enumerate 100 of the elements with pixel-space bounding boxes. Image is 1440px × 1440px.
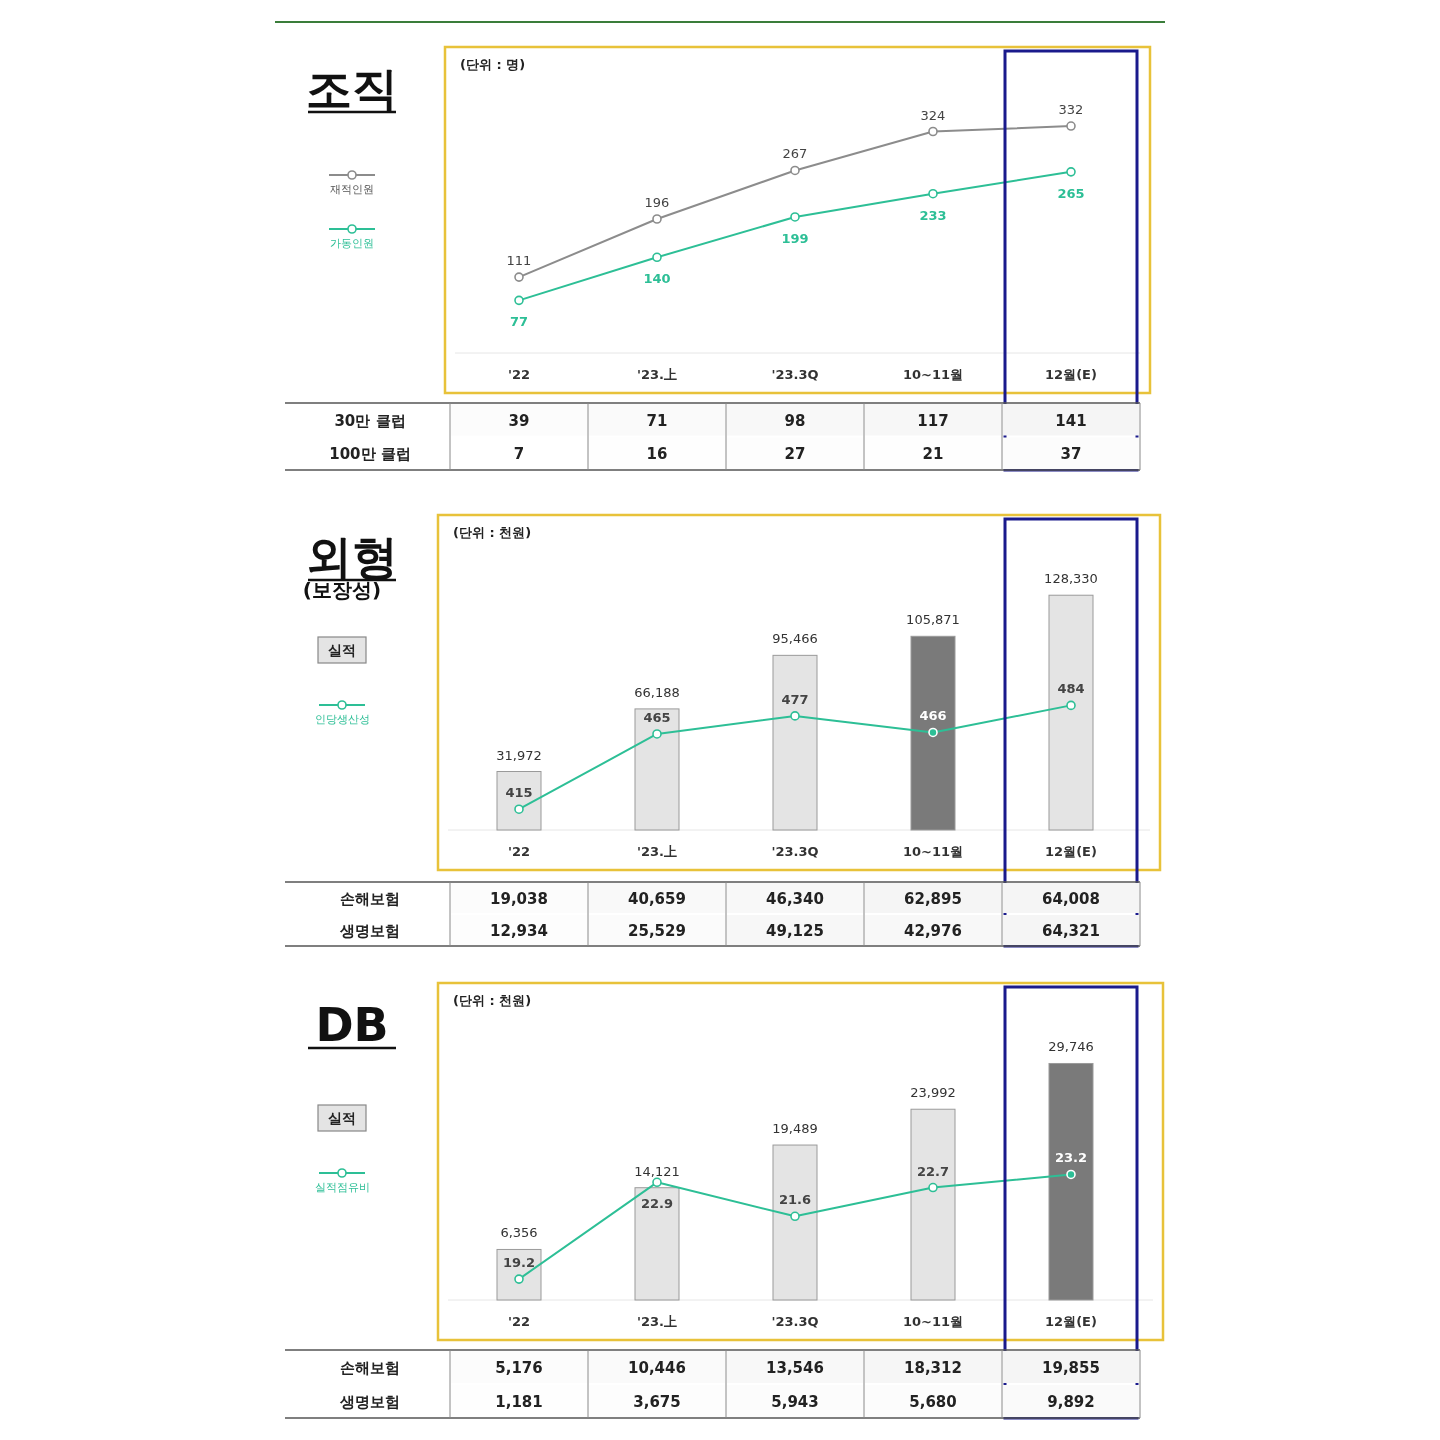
x-tick-label: '23.3Q — [771, 367, 819, 382]
data-label: 23.2 — [1054, 1150, 1088, 1166]
x-tick-label: '23.上 — [636, 367, 678, 382]
data-label: 477 — [781, 691, 809, 707]
point — [790, 1211, 800, 1222]
data-label: 415 — [505, 785, 533, 801]
data-label: 18,312 — [904, 1359, 962, 1377]
text: (단위 : 천원) — [453, 993, 532, 1008]
data-label: 10,446 — [628, 1359, 686, 1377]
data-label: 105,871 — [906, 612, 960, 628]
data-label: 5,680 — [909, 1393, 957, 1411]
chart-subtitle: (보장성) — [302, 578, 382, 602]
data-label: 22.9 — [640, 1196, 674, 1212]
bar — [910, 635, 956, 831]
data-label: 12,934 — [490, 922, 548, 940]
data-label: 66,188 — [634, 684, 680, 700]
data-label: 199 — [781, 230, 809, 246]
data-label: 3,675 — [633, 1393, 681, 1411]
data-label: 19,038 — [490, 890, 548, 908]
y-tick-label: 손해보험 — [340, 1359, 400, 1377]
data-label: 466 — [919, 708, 947, 724]
chart-title: 조직 — [306, 62, 398, 116]
data-label: 46,340 — [766, 890, 824, 908]
point — [514, 1274, 524, 1284]
x-tick-label: '23.上 — [636, 844, 678, 859]
data-label: 19,489 — [772, 1121, 818, 1137]
point — [514, 295, 524, 306]
point — [928, 188, 938, 199]
data-label: 25,529 — [628, 922, 686, 940]
data-label: 23,992 — [910, 1085, 956, 1101]
data-label: 29,746 — [1048, 1039, 1094, 1055]
text: 실적 — [328, 642, 356, 658]
data-label: 62,895 — [904, 890, 962, 908]
data-label: 6,356 — [500, 1225, 538, 1241]
point — [928, 727, 938, 738]
data-label: 196 — [644, 195, 670, 211]
data-label: 1,181 — [495, 1393, 543, 1411]
point — [652, 729, 662, 739]
data-label: 31,972 — [496, 747, 542, 763]
text: (단위 : 명) — [460, 57, 526, 72]
data-label: 19.2 — [502, 1255, 536, 1271]
data-label: 95,466 — [772, 631, 818, 647]
data-label: 484 — [1057, 681, 1085, 697]
data-label: 49,125 — [766, 922, 824, 940]
data-label: 27 — [784, 445, 806, 464]
point — [652, 252, 662, 263]
data-label: 64,008 — [1042, 890, 1100, 908]
legend-label: 가동인원 — [330, 237, 374, 250]
data-label: 128,330 — [1044, 571, 1098, 587]
data-label: 77 — [509, 314, 529, 330]
data-label: 140 — [643, 271, 671, 287]
y-tick-label: 생명보험 — [339, 1393, 400, 1411]
x-tick-label: '23.3Q — [771, 844, 819, 859]
data-label: 21.6 — [778, 1192, 812, 1208]
data-label: 64,321 — [1042, 922, 1100, 940]
data-label: 324 — [920, 107, 946, 123]
y-tick-label: 100만 클럽 — [329, 445, 411, 464]
point — [1066, 700, 1076, 711]
data-label: 14,121 — [634, 1163, 680, 1179]
data-label: 9,892 — [1047, 1393, 1095, 1411]
point — [652, 214, 662, 224]
data-label: 267 — [782, 146, 808, 162]
point — [1066, 167, 1076, 177]
data-label: 71 — [646, 411, 668, 430]
x-tick-label: 10~11월 — [902, 1314, 964, 1329]
text: (단위 : 천원) — [453, 525, 532, 540]
data-label: 7 — [513, 445, 525, 464]
x-tick-label: 12월(E) — [1045, 367, 1097, 382]
data-label: 42,976 — [904, 922, 962, 940]
chart-title: DB — [315, 998, 389, 1052]
y-tick-label: 30만 클럽 — [334, 411, 406, 430]
legend-label: 재적인원 — [330, 183, 374, 196]
x-tick-label: '23.上 — [636, 1314, 678, 1329]
data-label: 21 — [922, 445, 944, 464]
data-label: 265 — [1057, 185, 1085, 201]
point — [514, 272, 524, 282]
legend-label: 실적점유비 — [314, 1181, 370, 1194]
data-label: 19,855 — [1042, 1359, 1100, 1377]
data-label: 37 — [1060, 445, 1082, 464]
data-label: 5,176 — [495, 1359, 543, 1377]
data-label: 465 — [643, 709, 671, 725]
y-tick-label: 손해보험 — [340, 890, 400, 908]
text: 실적 — [328, 1110, 356, 1126]
point — [790, 212, 800, 222]
point — [1066, 121, 1076, 131]
data-label: 13,546 — [766, 1359, 824, 1377]
data-label: 39 — [508, 411, 530, 430]
x-tick-label: 12월(E) — [1045, 844, 1097, 859]
data-label: 141 — [1055, 411, 1087, 430]
x-tick-label: '22 — [507, 844, 531, 859]
x-tick-label: '22 — [507, 1314, 531, 1329]
x-tick-label: '23.3Q — [771, 1314, 819, 1329]
data-label: 98 — [784, 411, 806, 430]
data-label: 5,943 — [771, 1393, 819, 1411]
data-label: 111 — [506, 253, 532, 269]
legend-label: 인당생산성 — [314, 713, 370, 726]
point — [790, 165, 800, 176]
point — [790, 711, 800, 721]
x-tick-label: 10~11월 — [902, 367, 964, 382]
x-tick-label: 12월(E) — [1045, 1314, 1097, 1329]
